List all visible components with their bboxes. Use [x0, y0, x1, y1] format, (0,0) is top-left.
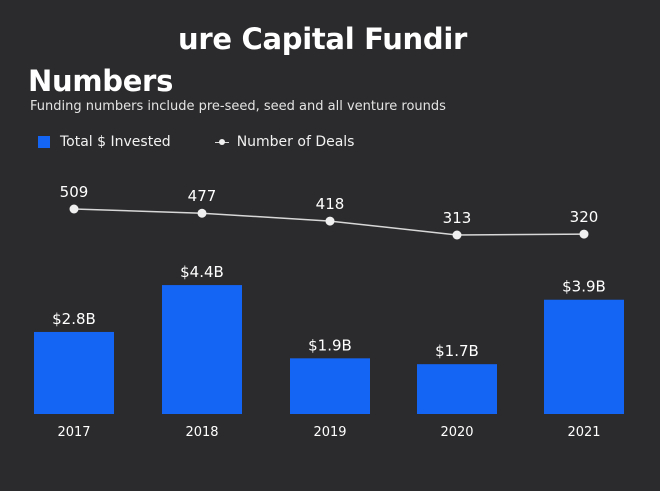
chart-legend: Total $ Invested Number of Deals	[38, 132, 398, 152]
x-tick-label-2021: 2021	[567, 425, 600, 440]
bar-2019	[290, 358, 370, 414]
legend-label-deals: Number of Deals	[236, 134, 355, 150]
legend-line-marker-icon	[214, 136, 229, 148]
deals-point-2019	[325, 216, 335, 226]
deals-point-2020	[452, 230, 462, 240]
bar-value-label-2018: $4.4B	[180, 263, 224, 281]
bar-value-label-2020: $1.7B	[435, 342, 479, 360]
chart-title-line-2: Numbers	[28, 64, 174, 98]
deals-point-2018	[197, 208, 207, 218]
legend-item-invested: Total $ Invested	[38, 134, 171, 150]
legend-label-invested: Total $ Invested	[60, 134, 171, 150]
deals-point-2021	[579, 229, 589, 239]
bar-value-label-2021: $3.9B	[562, 278, 606, 296]
bar-2017	[34, 331, 114, 414]
chart-title-line-1: ure Capital Fundir	[178, 22, 467, 56]
bar-2021	[544, 299, 624, 414]
bar-value-label-2017: $2.8B	[52, 310, 96, 328]
chart-subtitle: Funding numbers include pre-seed, seed a…	[30, 99, 446, 114]
deals-value-label-2021: 320	[570, 208, 599, 226]
bar-2020	[417, 364, 497, 414]
bar-value-label-2019: $1.9B	[308, 336, 352, 354]
x-tick-label-2020: 2020	[440, 425, 473, 440]
x-tick-label-2018: 2018	[185, 425, 218, 440]
deals-point-2017	[69, 204, 79, 214]
bar-2018	[162, 285, 242, 414]
chart-area: $2.8B $4.4B $1.9B $1.7B $3.9B 2017 2018 2019 202…	[34, 183, 624, 440]
deals-value-label-2017: 509	[60, 183, 89, 201]
legend-item-deals: Number of Deals	[214, 134, 355, 150]
chart-title: ure Capital Fundir Numbers	[28, 18, 628, 102]
legend-bar-swatch-icon	[38, 136, 50, 148]
deals-value-label-2018: 477	[188, 187, 217, 205]
deals-value-label-2020: 313	[443, 209, 472, 227]
x-tick-label-2017: 2017	[57, 425, 90, 440]
x-tick-label-2019: 2019	[313, 425, 346, 440]
deals-value-label-2019: 418	[316, 195, 345, 213]
